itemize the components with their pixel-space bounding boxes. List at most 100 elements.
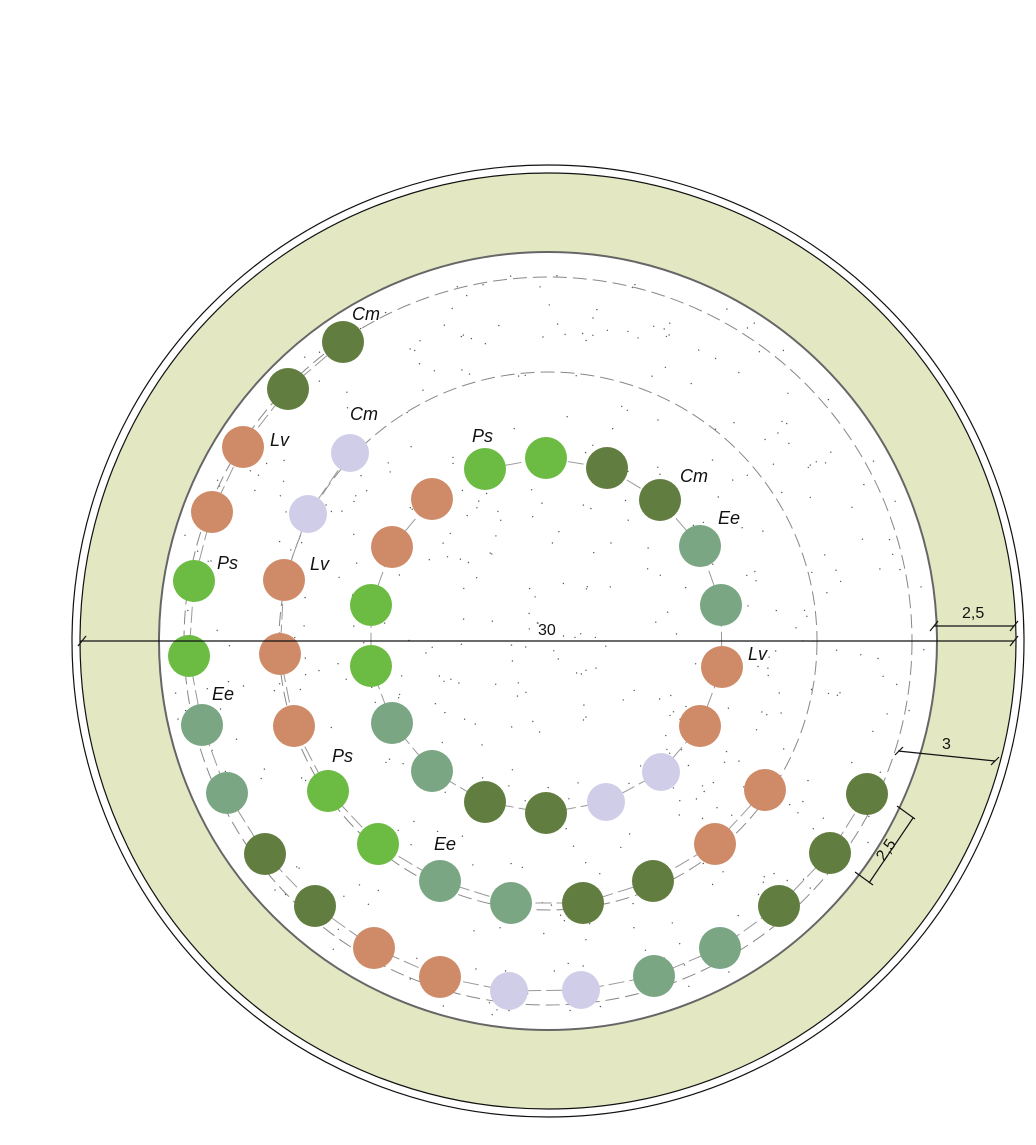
plant-lv bbox=[679, 705, 721, 747]
gravel-dot bbox=[582, 504, 585, 506]
gravel-dot bbox=[665, 734, 667, 737]
gravel-dot bbox=[397, 829, 399, 832]
gravel-dot bbox=[781, 420, 783, 423]
gravel-dot bbox=[565, 828, 567, 830]
gravel-dot bbox=[741, 527, 743, 529]
gravel-dot bbox=[463, 718, 466, 720]
gravel-dot bbox=[672, 787, 675, 789]
gravel-dot bbox=[273, 690, 276, 692]
gravel-dot bbox=[367, 903, 370, 905]
gravel-dot bbox=[920, 586, 922, 588]
gravel-dot bbox=[687, 764, 690, 767]
gravel-dot bbox=[678, 814, 680, 816]
outer-spiral-plants bbox=[168, 321, 888, 1010]
gravel-dot bbox=[346, 391, 348, 393]
gravel-dot bbox=[228, 645, 231, 647]
gravel-dot bbox=[553, 970, 556, 972]
plant-lv bbox=[371, 526, 413, 568]
gravel-dot bbox=[473, 930, 475, 932]
gravel-dot bbox=[633, 927, 635, 929]
gravel-dot bbox=[470, 337, 473, 340]
gravel-dot bbox=[459, 558, 462, 560]
plant-cm bbox=[632, 860, 674, 902]
gravel-dot bbox=[562, 582, 565, 585]
plant-ps bbox=[350, 584, 392, 626]
gravel-dot bbox=[830, 451, 832, 453]
gravel-dot bbox=[634, 283, 636, 286]
gravel-dot bbox=[694, 663, 697, 665]
gravel-dot bbox=[732, 479, 734, 481]
plant-ee bbox=[411, 750, 453, 792]
plant-cm bbox=[267, 368, 309, 410]
label-lv: Lv bbox=[310, 554, 330, 574]
border-diagonal-label: 3 bbox=[942, 736, 951, 753]
plant-ps bbox=[464, 448, 506, 490]
gravel-dot bbox=[388, 758, 391, 760]
gravel-dot bbox=[582, 719, 585, 721]
gravel-dot bbox=[659, 473, 661, 475]
gravel-dot bbox=[283, 459, 285, 462]
gravel-dot bbox=[755, 729, 758, 731]
gravel-dot bbox=[495, 683, 497, 685]
gravel-dot bbox=[882, 675, 884, 677]
gravel-dot bbox=[827, 398, 830, 401]
gravel-dot bbox=[377, 889, 379, 892]
gravel-dot bbox=[475, 968, 477, 970]
gravel-dot bbox=[886, 713, 888, 715]
gravel-dot bbox=[567, 962, 569, 965]
gravel-dot bbox=[517, 375, 520, 377]
gravel-dot bbox=[534, 596, 536, 598]
gravel-dot bbox=[839, 580, 842, 583]
gravel-dot bbox=[788, 803, 791, 806]
gravel-dot bbox=[359, 327, 362, 330]
gravel-dot bbox=[300, 777, 303, 779]
diagonal-tick-a bbox=[894, 746, 904, 756]
gravel-dot bbox=[877, 657, 879, 660]
gravel-dot bbox=[773, 872, 775, 875]
gravel-dot bbox=[338, 576, 340, 579]
gravel-dot bbox=[574, 636, 576, 639]
gravel-dot bbox=[797, 812, 799, 814]
gravel-dot bbox=[385, 761, 387, 764]
gravel-dot bbox=[768, 656, 770, 658]
gravel-dot bbox=[441, 741, 443, 744]
gravel-dot bbox=[558, 531, 560, 533]
gravel-dot bbox=[449, 532, 451, 535]
plant-cm bbox=[525, 792, 567, 834]
gravel-dot bbox=[299, 688, 302, 691]
gravel-dot bbox=[472, 864, 474, 866]
gravel-dot bbox=[802, 878, 805, 880]
gravel-dot bbox=[783, 748, 785, 750]
gravel-dot bbox=[491, 553, 493, 555]
gravel-dot bbox=[754, 570, 756, 573]
gravel-dot bbox=[196, 550, 199, 552]
gravel-dot bbox=[692, 524, 695, 527]
gravel-dot bbox=[431, 646, 433, 648]
gravel-dot bbox=[358, 884, 361, 886]
gravel-dot bbox=[177, 718, 179, 720]
gravel-dot bbox=[174, 692, 177, 694]
gravel-dot bbox=[547, 786, 549, 789]
gravel-dot bbox=[461, 835, 464, 837]
gravel-dot bbox=[712, 563, 714, 565]
plant-cm bbox=[639, 479, 681, 521]
gravel-dot bbox=[254, 489, 256, 492]
label-lv: Lv bbox=[748, 644, 768, 664]
gravel-dot bbox=[356, 562, 358, 564]
inner-ring-plants bbox=[350, 437, 743, 834]
plant-cm bbox=[294, 885, 336, 927]
border-width-label: 2,5 bbox=[962, 605, 984, 622]
gravel-dot bbox=[772, 463, 775, 465]
gravel-dot bbox=[389, 471, 391, 473]
gravel-dot bbox=[516, 695, 519, 697]
gravel-dot bbox=[810, 688, 813, 691]
plant-lavender bbox=[331, 434, 369, 472]
gravel-dot bbox=[460, 335, 463, 338]
gravel-dot bbox=[582, 965, 584, 967]
gravel-dot bbox=[767, 674, 769, 677]
gravel-dot bbox=[668, 334, 670, 336]
gravel-dot bbox=[476, 507, 478, 509]
gravel-dot bbox=[528, 587, 531, 590]
plant-ee bbox=[206, 772, 248, 814]
gravel-dot bbox=[524, 374, 526, 377]
